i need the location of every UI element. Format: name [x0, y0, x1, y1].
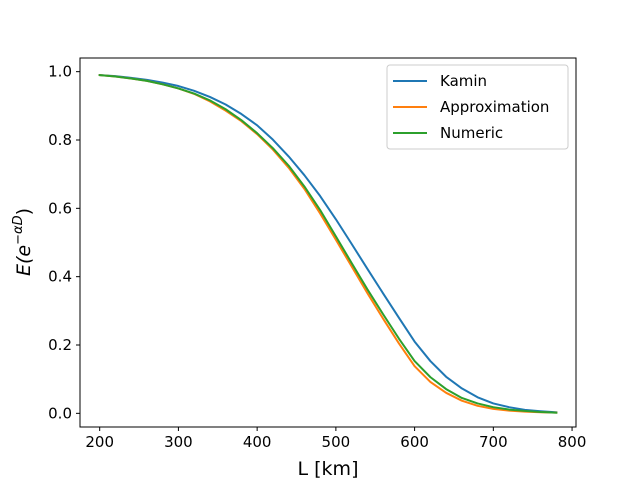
legend-label-approximation: Approximation — [440, 98, 549, 116]
x-tick-label: 500 — [322, 433, 351, 451]
y-tick-label: 0.2 — [48, 336, 72, 354]
legend-box — [386, 64, 569, 150]
x-tick-label: 700 — [479, 433, 508, 451]
legend-label-numeric: Numeric — [440, 124, 503, 142]
x-axis-label: L [km] — [298, 458, 359, 480]
y-tick-label: 0.6 — [48, 199, 72, 217]
y-tick-label: 0.8 — [48, 131, 72, 149]
y-axis-label-suffix: ) — [13, 208, 35, 215]
plot-frame — [79, 57, 577, 428]
y-axis-label-exponent: −αD — [11, 215, 26, 244]
series-line-kamin — [98, 74, 558, 414]
x-tick-label: 600 — [400, 433, 429, 451]
x-tick-label: 800 — [558, 433, 587, 451]
svg-text:E(e−αD): E(e−αD) — [11, 208, 35, 276]
x-tick-label: 400 — [243, 433, 272, 451]
x-axis: 200 300 400 500 600 700 800 — [85, 427, 586, 451]
legend-label-kamin: Kamin — [440, 72, 487, 90]
x-tick-label: 200 — [85, 433, 114, 451]
plot-lines — [98, 73, 558, 414]
y-tick-label: 1.0 — [48, 63, 72, 81]
y-axis: 0.0 0.2 0.4 0.6 0.8 1.0 — [48, 63, 80, 422]
y-tick-label: 0.0 — [48, 404, 72, 422]
y-axis-label: E(e−αD) — [11, 208, 35, 276]
legend: Kamin Approximation Numeric — [386, 64, 569, 150]
y-tick-label: 0.4 — [48, 268, 72, 286]
y-axis-label-prefix: E(e — [13, 245, 35, 276]
x-tick-label: 300 — [164, 433, 193, 451]
series-line-numeric — [98, 73, 558, 414]
